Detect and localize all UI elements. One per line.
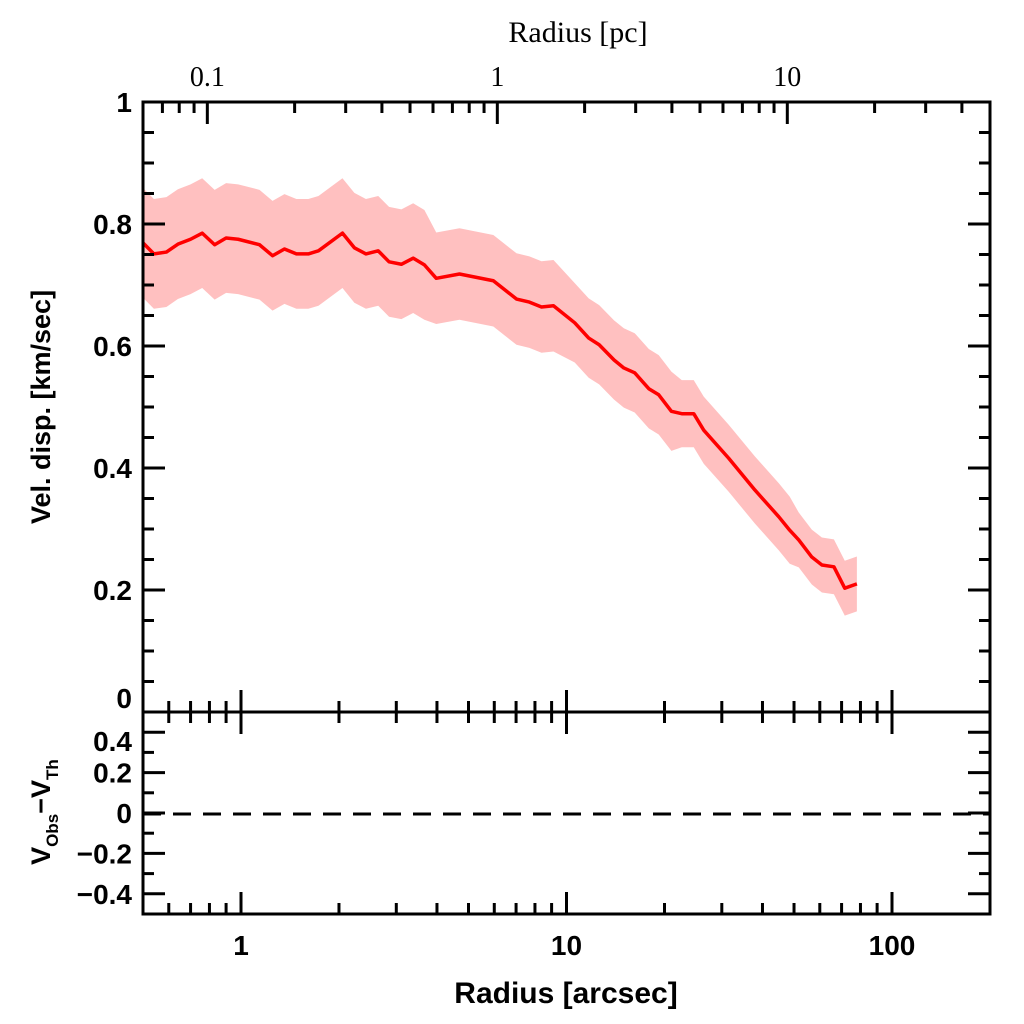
x-tick-label: 10 bbox=[551, 930, 582, 961]
error-band bbox=[143, 178, 857, 616]
x-tick-label: 1 bbox=[233, 930, 249, 961]
residual-label-sub1: Obs bbox=[43, 814, 62, 847]
error-band-layer bbox=[143, 178, 857, 616]
y-axis-title: Vel. disp. [km/sec] bbox=[26, 290, 56, 524]
residual-label-minus: − bbox=[26, 798, 56, 814]
y-tick-label: 0.4 bbox=[93, 453, 132, 484]
y-tick-label: 0.8 bbox=[93, 209, 132, 240]
residual-label-sub2: Th bbox=[43, 759, 62, 780]
top-axis-title: Radius [pc] bbox=[508, 16, 647, 49]
top-x-tick-label: 0.1 bbox=[190, 62, 225, 93]
x-axis-title: Radius [arcsec] bbox=[454, 977, 677, 1010]
x-tick-label: 100 bbox=[869, 930, 916, 961]
residual-y-tick-label: 0.4 bbox=[93, 726, 132, 757]
residual-y-tick-label: −0.2 bbox=[77, 838, 132, 869]
residual-label-v1: V bbox=[26, 847, 56, 865]
y-tick-label: 0.2 bbox=[93, 575, 132, 606]
data-line-layer bbox=[141, 231, 858, 590]
residual-y-tick-label: 0 bbox=[116, 798, 132, 829]
y-tick-label: 0 bbox=[116, 683, 132, 714]
y-tick-label: 1 bbox=[116, 87, 132, 118]
bottom-panel-frame bbox=[141, 710, 992, 916]
residual-y-tick-label: 0.2 bbox=[93, 758, 132, 789]
residual-y-axis-title: VObs−VTh bbox=[26, 759, 62, 865]
residual-label-v2: V bbox=[26, 780, 56, 798]
top-x-tick-label: 10 bbox=[773, 62, 801, 93]
velocity-dispersion-line bbox=[141, 231, 858, 590]
top-x-tick-label: 1 bbox=[490, 62, 504, 93]
y-tick-label: 0.6 bbox=[93, 331, 132, 362]
top-panel-frame bbox=[141, 100, 992, 714]
residual-y-tick-label: −0.4 bbox=[77, 879, 133, 910]
